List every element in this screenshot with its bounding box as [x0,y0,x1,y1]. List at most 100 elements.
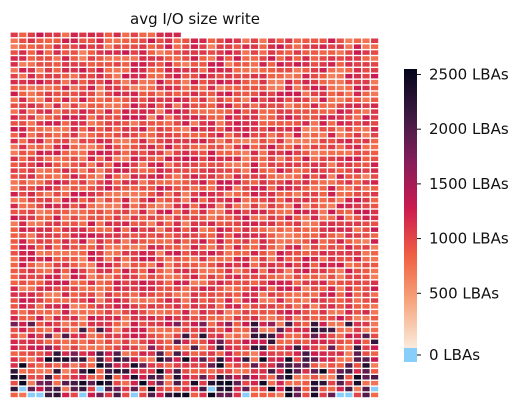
heatmap-cell [10,351,18,356]
heatmap-cell [353,374,362,380]
heatmap-cell [130,191,138,197]
heatmap-cell [259,357,267,362]
heatmap-cell [345,97,353,103]
heatmap-cell [27,85,35,91]
heatmap-cell [319,91,327,97]
heatmap-cell [250,138,259,144]
heatmap-cell [336,168,344,173]
heatmap-cell [44,68,53,73]
heatmap-cell [276,221,284,226]
heatmap-cell [310,56,319,61]
heatmap-cell [259,386,267,392]
heatmap-cell [10,357,18,362]
heatmap-cell [96,203,104,209]
heatmap-cell [319,121,327,126]
heatmap-cell [10,115,18,120]
heatmap-cell [173,168,181,173]
heatmap-cell [105,251,113,256]
heatmap-cell [44,109,53,114]
heatmap-cell [53,115,61,120]
heatmap-cell [122,127,130,132]
heatmap-cell [199,345,207,350]
heatmap-cell [353,286,362,291]
heatmap-cell [293,186,301,191]
heatmap-cell [233,103,241,108]
heatmap-cell [259,50,267,55]
heatmap-cell [328,251,336,256]
heatmap-cell [139,215,147,221]
heatmap-cell [319,392,327,398]
heatmap-cell [79,44,87,49]
heatmap-cell [293,262,301,268]
heatmap-cell [225,50,233,55]
heatmap-cell [242,256,250,262]
heatmap-cell [250,168,259,173]
heatmap-cell [87,73,96,79]
heatmap-cell [250,115,259,120]
heatmap-cell [173,127,181,132]
heatmap-cell [96,221,104,226]
heatmap-cell [113,363,121,368]
heatmap-cell [319,97,327,103]
heatmap-cell [10,168,18,173]
heatmap-cell [96,162,104,167]
heatmap-cell [310,357,319,362]
heatmap-cell [371,162,379,167]
heatmap-cell [345,115,353,120]
heatmap-cell [44,374,53,380]
heatmap-cell [353,127,362,132]
heatmap-cell [207,321,216,327]
heatmap-cell [53,280,61,286]
heatmap-cell [130,274,138,280]
heatmap-cell [293,345,301,350]
heatmap-cell [362,315,370,321]
heatmap-cell [276,150,284,156]
heatmap-cell [105,38,113,43]
heatmap-cell [371,91,379,97]
heatmap-cell [362,215,370,221]
heatmap-cell [362,186,370,191]
heatmap-cell [259,97,267,103]
heatmap-cell [328,321,336,327]
heatmap-cell [105,162,113,167]
heatmap-cell [336,221,344,226]
heatmap-cell [233,298,241,303]
heatmap-cell [122,156,130,162]
heatmap-cell [353,310,362,315]
heatmap-cell [259,62,267,67]
heatmap-cell [70,227,78,232]
heatmap-cell [173,203,181,209]
heatmap-cell [122,197,130,203]
heatmap-cell [147,262,156,268]
heatmap-cell [53,174,61,179]
heatmap-cell [328,186,336,191]
heatmap-cell [165,38,173,43]
heatmap-cell [156,115,164,120]
heatmap-cell [122,103,130,108]
heatmap-cell [371,268,379,274]
heatmap-cell [319,62,327,67]
heatmap-cell [362,233,370,238]
heatmap-cell [302,310,310,315]
heatmap-cell [96,233,104,238]
heatmap-cell [165,180,173,185]
heatmap-cell [259,321,267,327]
heatmap-cell [10,38,18,43]
heatmap-cell [285,115,293,120]
heatmap-cell [27,68,35,73]
heatmap-cell [105,233,113,238]
heatmap-cell [293,215,301,221]
heatmap-cell [362,333,370,339]
heatmap-cell [122,280,130,286]
heatmap-cell [105,256,113,262]
heatmap-cell [165,32,173,38]
heatmap-cell [345,239,353,244]
heatmap-cell [328,256,336,262]
heatmap-cell [36,127,44,132]
heatmap-cell [87,233,96,238]
heatmap-cell [285,286,293,291]
heatmap-cell [353,304,362,309]
heatmap-cell [293,127,301,132]
heatmap-cell [259,262,267,268]
heatmap-cell [113,209,121,215]
